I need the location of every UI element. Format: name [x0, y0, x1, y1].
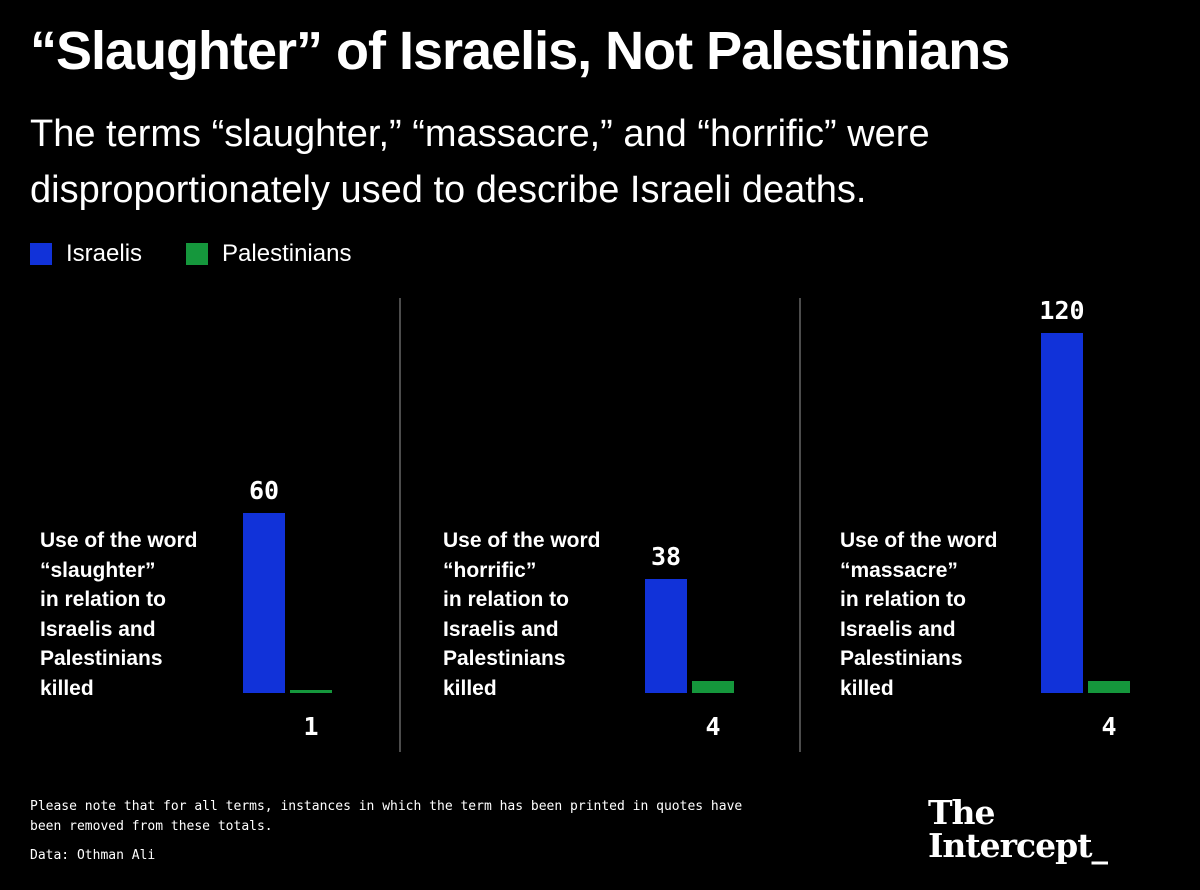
- chart-title: “Slaughter” of Israelis, Not Palestinian…: [30, 21, 1010, 81]
- panel-label-line: Use of the word: [840, 529, 998, 552]
- panel-label-line: Palestinians: [40, 647, 163, 670]
- panel-label-line: “horrific”: [443, 558, 537, 582]
- data-label-israelis: 120: [1039, 296, 1084, 325]
- panel-label-slaughter: Use of the word “slaughter” in relation …: [40, 526, 240, 703]
- panel-label-line: “slaughter”: [40, 558, 156, 582]
- the-intercept-logo: The Intercept_: [928, 793, 1108, 865]
- logo-line-1: The: [928, 793, 996, 832]
- bar-israelis: [645, 579, 687, 693]
- panel-label-line: in relation to: [840, 588, 966, 611]
- panel-label-line: killed: [40, 676, 94, 700]
- panel-label-line: killed: [443, 676, 497, 700]
- panel-label-line: “massacre”: [840, 558, 958, 582]
- footnote: Please note that for all terms, instance…: [30, 799, 743, 834]
- legend-swatch-israelis: [30, 243, 52, 265]
- panel-label-horrific: Use of the word “horrific” in relation t…: [443, 526, 643, 703]
- data-label-israelis: 38: [651, 542, 681, 571]
- panel-label-line: Israelis and: [840, 617, 956, 641]
- panel-label-line: Israelis and: [40, 617, 156, 641]
- chart-subtitle: The terms “slaughter,” “massacre,” and “…: [30, 113, 930, 211]
- bar-palestinians: [1088, 681, 1130, 693]
- bar-palestinians: [290, 690, 332, 693]
- bar-israelis: [1041, 333, 1083, 693]
- data-label-palestinians: 1: [303, 712, 318, 741]
- data-label-palestinians: 4: [1101, 712, 1116, 741]
- legend-label-palestinians: Palestinians: [222, 240, 352, 267]
- panel-label-massacre: Use of the word “massacre” in relation t…: [840, 526, 1040, 703]
- data-source: Data: Othman Ali: [30, 848, 156, 863]
- panel-label-line: in relation to: [443, 588, 569, 611]
- data-label-israelis: 60: [249, 476, 279, 505]
- legend: Israelis Palestinians: [30, 240, 395, 268]
- panel-label-line: Use of the word: [40, 529, 198, 552]
- legend-item-israelis: Israelis: [30, 240, 142, 268]
- bar-israelis: [243, 513, 285, 693]
- panel-label-line: Palestinians: [443, 647, 566, 670]
- bar-palestinians: [692, 681, 734, 693]
- data-label-palestinians: 4: [705, 712, 720, 741]
- panel-label-line: Palestinians: [840, 647, 963, 670]
- legend-swatch-palestinians: [186, 243, 209, 265]
- panel-label-line: in relation to: [40, 588, 166, 611]
- panel-label-line: killed: [840, 676, 894, 700]
- logo-line-2: Intercept_: [928, 826, 1108, 865]
- panel-label-line: Israelis and: [443, 617, 559, 641]
- panel-label-line: Use of the word: [443, 529, 601, 552]
- legend-label-israelis: Israelis: [66, 240, 143, 267]
- legend-item-palestinians: Palestinians: [186, 240, 351, 268]
